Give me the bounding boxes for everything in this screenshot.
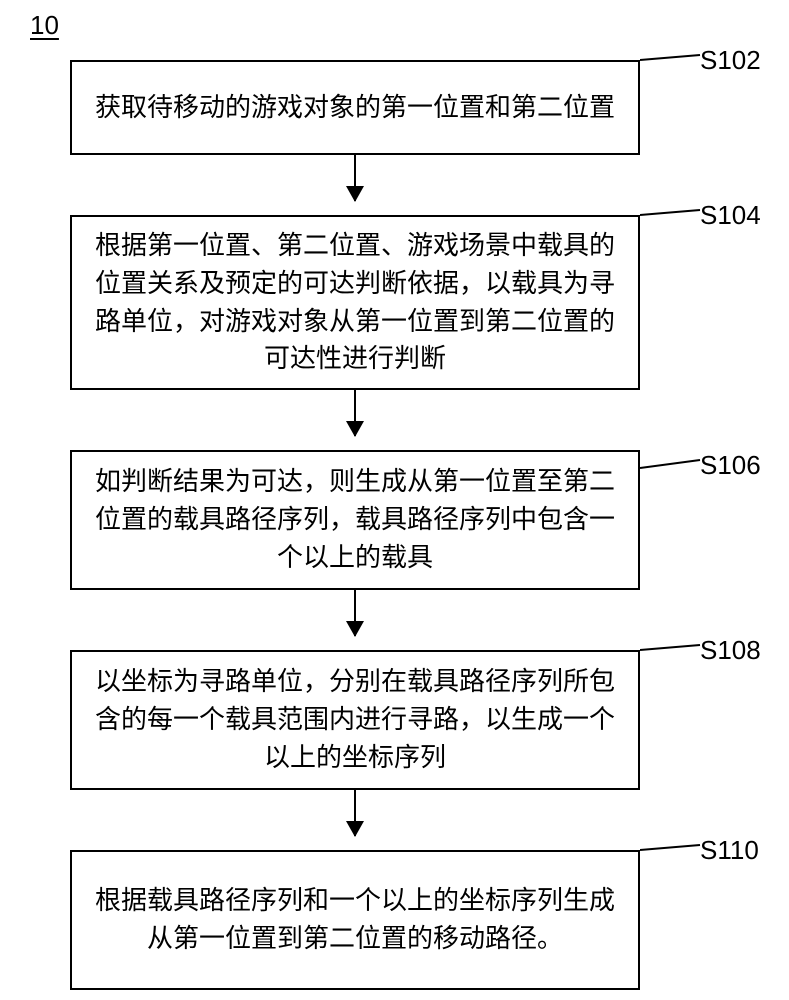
step-label-s108: S108 xyxy=(700,635,761,666)
step-box-s104: 根据第一位置、第二位置、游戏场景中载具的位置关系及预定的可达判断依据，以载具为寻… xyxy=(70,215,640,390)
arrow-2 xyxy=(354,390,356,436)
step-box-s106: 如判断结果为可达，则生成从第一位置至第二位置的载具路径序列，载具路径序列中包含一… xyxy=(70,450,640,590)
step-label-s106: S106 xyxy=(700,450,761,481)
step-text: 获取待移动的游戏对象的第一位置和第二位置 xyxy=(95,89,615,127)
step-text: 根据第一位置、第二位置、游戏场景中载具的位置关系及预定的可达判断依据，以载具为寻… xyxy=(86,227,624,378)
arrow-4 xyxy=(354,790,356,836)
flowchart-canvas: 10 获取待移动的游戏对象的第一位置和第二位置 S102 根据第一位置、第二位置… xyxy=(0,0,789,1000)
step-label-s110: S110 xyxy=(700,835,759,866)
arrow-3 xyxy=(354,590,356,636)
step-label-s102: S102 xyxy=(700,45,761,76)
step-box-s102: 获取待移动的游戏对象的第一位置和第二位置 xyxy=(70,60,640,155)
figure-number: 10 xyxy=(30,10,59,41)
step-text: 根据载具路径序列和一个以上的坐标序列生成从第一位置到第二位置的移动路径。 xyxy=(86,882,624,957)
step-box-s108: 以坐标为寻路单位，分别在载具路径序列所包含的每一个载具范围内进行寻路，以生成一个… xyxy=(70,650,640,790)
step-box-s110: 根据载具路径序列和一个以上的坐标序列生成从第一位置到第二位置的移动路径。 xyxy=(70,850,640,990)
step-text: 如判断结果为可达，则生成从第一位置至第二位置的载具路径序列，载具路径序列中包含一… xyxy=(86,463,624,576)
arrow-1 xyxy=(354,155,356,201)
step-text: 以坐标为寻路单位，分别在载具路径序列所包含的每一个载具范围内进行寻路，以生成一个… xyxy=(86,663,624,776)
step-label-s104: S104 xyxy=(700,200,761,231)
